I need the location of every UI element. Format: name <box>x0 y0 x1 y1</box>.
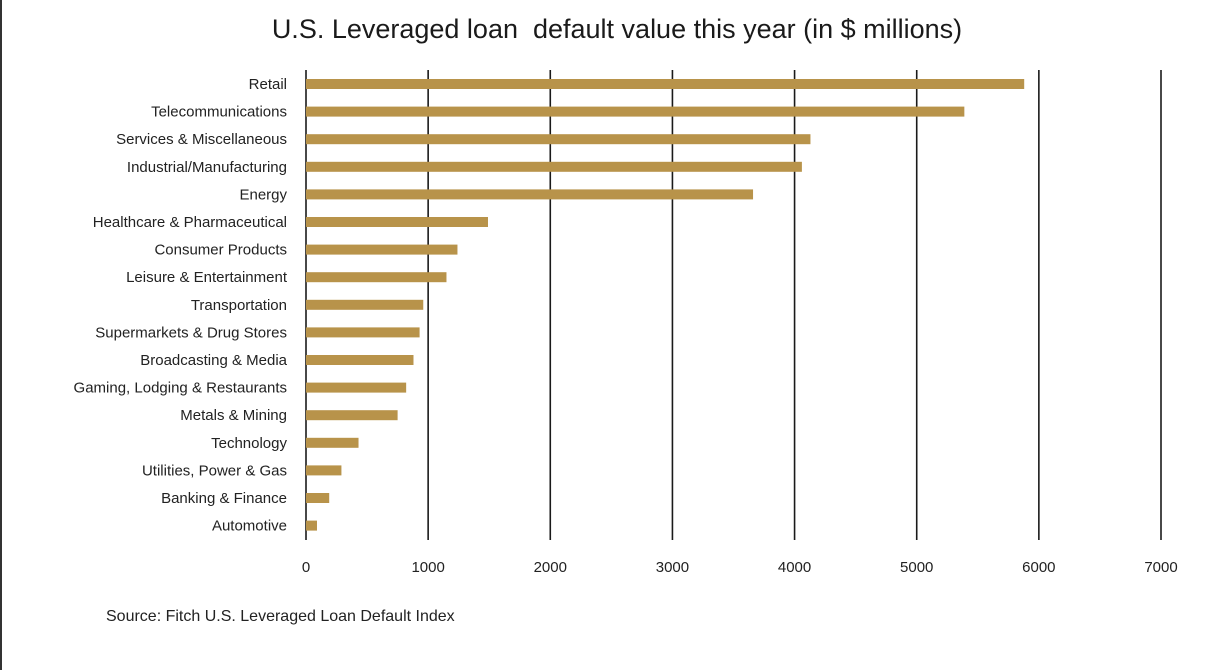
x-tick-label: 2000 <box>534 559 567 576</box>
bar <box>306 161 802 172</box>
x-tick-label: 6000 <box>1022 559 1055 576</box>
category-label: Utilities, Power & Gas <box>142 462 287 479</box>
x-tick-label: 5000 <box>900 559 933 576</box>
x-tick-label: 3000 <box>656 559 689 576</box>
category-label: Leisure & Entertainment <box>126 269 288 286</box>
chart-title: U.S. Leveraged loan default value this y… <box>271 14 963 44</box>
category-label: Gaming, Lodging & Restaurants <box>74 380 287 397</box>
bar <box>306 189 754 200</box>
category-label: Energy <box>239 186 287 203</box>
category-label: Broadcasting & Media <box>140 352 287 369</box>
bar <box>306 382 407 393</box>
category-label: Technology <box>211 435 287 452</box>
bar <box>306 465 342 476</box>
x-tick-label: 0 <box>302 559 310 576</box>
category-label: Telecommunications <box>151 104 287 121</box>
bar <box>306 520 317 531</box>
bar <box>306 79 1025 89</box>
category-label: Industrial/Manufacturing <box>127 159 287 176</box>
bar <box>306 272 447 283</box>
bar <box>306 134 811 145</box>
source-note: Source: Fitch U.S. Leveraged Loan Defaul… <box>106 608 455 625</box>
category-label: Supermarkets & Drug Stores <box>95 324 287 341</box>
x-tick-label: 7000 <box>1144 559 1177 576</box>
category-label: Services & Miscellaneous <box>116 131 287 148</box>
bar <box>306 106 965 117</box>
category-label: Consumer Products <box>154 242 287 259</box>
bar <box>306 217 488 227</box>
x-tick-label: 1000 <box>411 559 444 576</box>
category-label: Transportation <box>191 297 287 314</box>
bar <box>306 327 420 338</box>
category-label: Retail <box>249 76 287 93</box>
bar <box>306 410 398 421</box>
category-label: Automotive <box>212 518 287 535</box>
category-label: Metals & Mining <box>180 407 287 424</box>
bar <box>306 437 359 448</box>
bar <box>306 299 424 310</box>
x-tick-label: 4000 <box>778 559 811 576</box>
bar <box>306 355 414 365</box>
category-label: Healthcare & Pharmaceutical <box>93 214 287 231</box>
category-label: Banking & Finance <box>161 490 287 507</box>
bar <box>306 244 458 255</box>
bar <box>306 493 330 503</box>
bar-chart: 0 1000 2000 3000 4000 5000 6000 7000 Retail Telec… <box>74 70 1178 576</box>
